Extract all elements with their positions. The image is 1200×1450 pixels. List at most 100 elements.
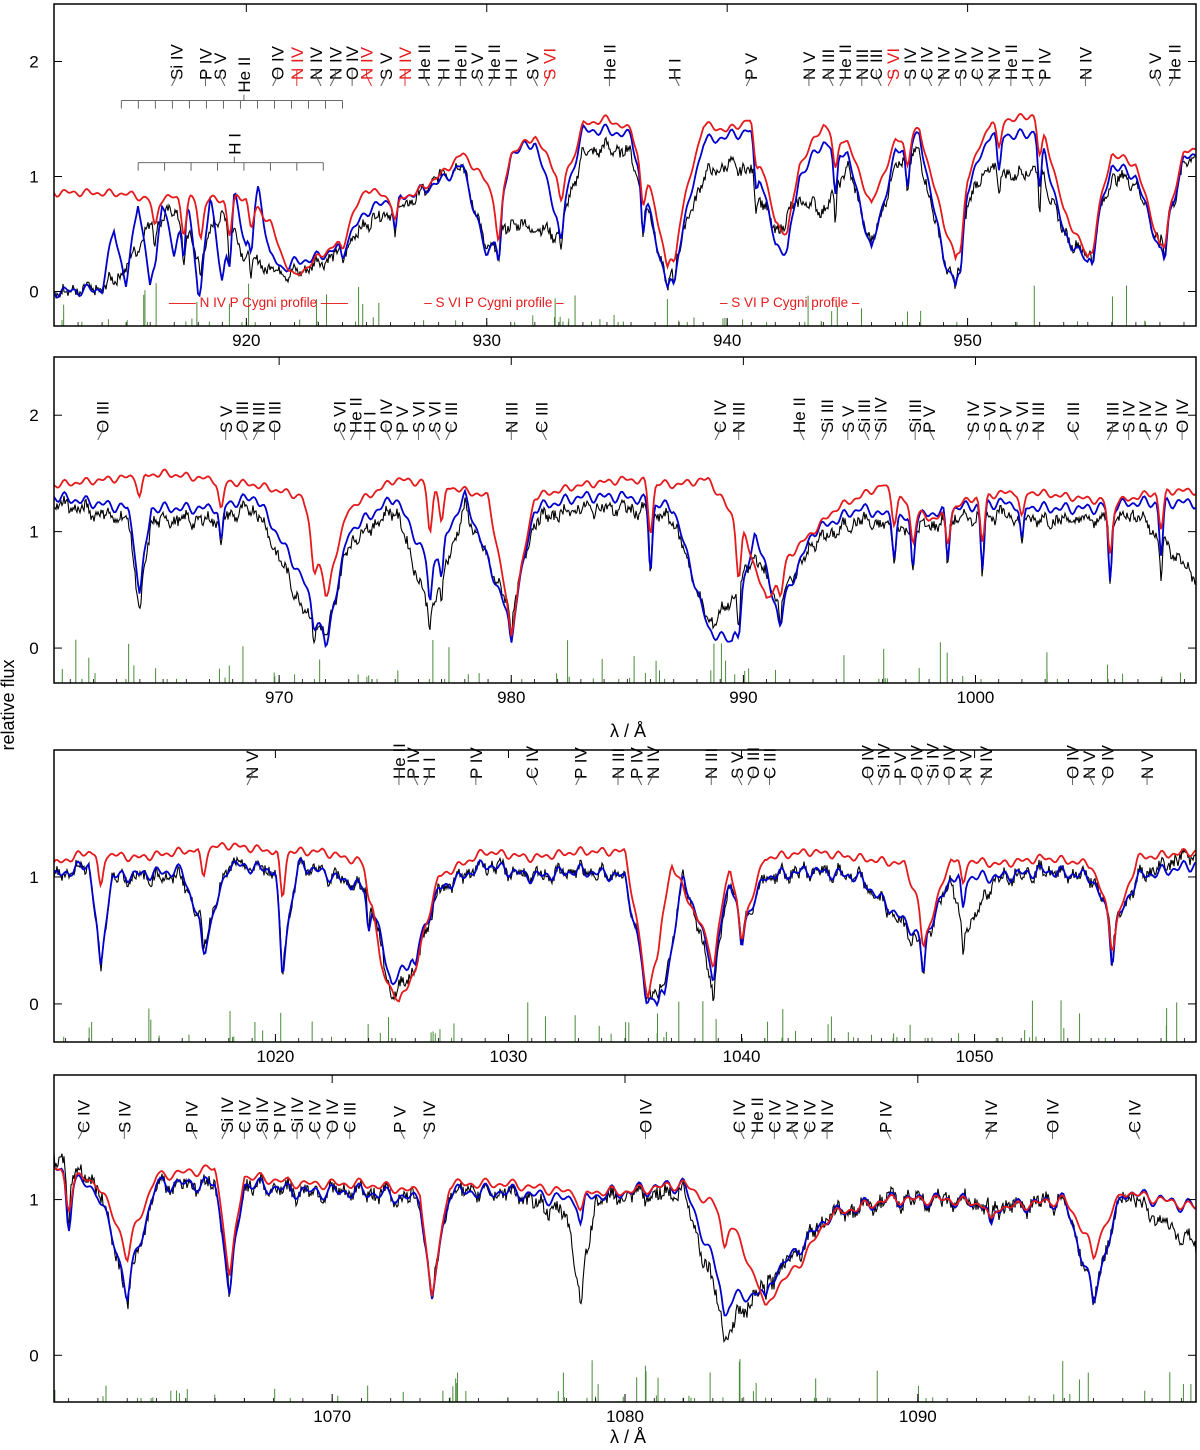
ion-label: S IV (115, 1100, 134, 1133)
model-red-spectrum-3 (54, 841, 1196, 1003)
ion-label: S V (377, 52, 396, 80)
ion-label: C IV (1126, 1099, 1145, 1133)
ion-label: S VI (331, 401, 350, 433)
series-comb (120, 94, 343, 109)
ion-label: N IV (396, 46, 415, 80)
ion-label: P V (920, 405, 939, 433)
ident-connector (1144, 429, 1151, 441)
ion-label: S VI (884, 48, 903, 80)
ion-label: P IV (877, 1101, 896, 1133)
ion-label: H I (502, 58, 521, 80)
ion-label: He II (451, 44, 470, 80)
ident-connector (219, 75, 226, 87)
ident-connector (738, 1128, 745, 1140)
ion-label: N V (800, 51, 819, 80)
ident-connector (412, 774, 419, 786)
line-list-3 (63, 1000, 1178, 1042)
ion-label: N III (819, 49, 838, 80)
ion-label: Si IV (871, 396, 890, 433)
y-tick-label: 1 (29, 868, 38, 887)
ident-connector (798, 429, 805, 441)
ion-label: C III (761, 748, 780, 779)
ident-connector (938, 75, 944, 87)
ion-label: Si IV (253, 1096, 272, 1133)
x-tick-label: 1080 (606, 1407, 644, 1426)
ion-label: C IV (74, 1099, 93, 1133)
ion-label: H I (1019, 58, 1038, 80)
ion-label: He II (790, 397, 809, 433)
ident-connector (314, 1128, 321, 1140)
ion-label: P V (997, 405, 1016, 433)
ident-connector (804, 1128, 810, 1140)
ion-label: O IV (1044, 1098, 1063, 1133)
ident-connector (915, 774, 922, 786)
ident-connector (745, 75, 752, 87)
x-tick-label: 1020 (256, 1047, 294, 1066)
ident-connector (1107, 429, 1113, 441)
x-tick-label: 1040 (723, 1047, 761, 1066)
ion-label: C III (532, 402, 551, 433)
x-tick-label: 930 (473, 331, 501, 350)
ion-label: N IV (644, 745, 663, 779)
ion-label: Si IV (288, 1096, 307, 1133)
ion-label: C IV (918, 46, 937, 80)
ion-label: H I (420, 757, 439, 779)
series-label: He II (235, 57, 254, 93)
panel-frame-1 (53, 3, 1197, 327)
ion-label: N III (249, 402, 268, 433)
model-blue-spectrum-3 (54, 857, 1196, 1008)
ident-connector (261, 1128, 268, 1140)
plot-area-3 (54, 841, 1196, 1042)
ident-connector (476, 75, 483, 87)
ident-connector (887, 75, 894, 87)
ident-connector (878, 774, 885, 786)
ion-label: N IV (307, 46, 326, 80)
ion-label: N V (956, 750, 975, 779)
ion-label: P IV (1036, 48, 1055, 80)
ion-label: S VI (426, 401, 445, 433)
ident-connector (396, 429, 403, 441)
ident-connector (927, 774, 934, 786)
ion-label: C III (442, 402, 461, 433)
ion-label: P IV (197, 48, 216, 80)
ident-connector (246, 774, 253, 786)
ident-connector (191, 1128, 198, 1140)
panel-frame-3 (53, 749, 1197, 1043)
ident-connector (791, 1128, 798, 1140)
ion-label: Si IV (168, 43, 187, 80)
ident-connector (636, 774, 643, 786)
ident-connector (885, 1128, 892, 1140)
ion-label: P IV (1136, 401, 1155, 433)
ident-connector (350, 429, 357, 441)
ion-label: N IV (358, 46, 377, 80)
ident-connector (241, 429, 248, 441)
ion-label: O IV (1064, 744, 1083, 779)
ion-label: S IV (901, 47, 920, 80)
ident-connector (980, 774, 987, 786)
ion-label: He II (748, 1097, 767, 1133)
ion-label: C IV (523, 745, 542, 779)
ion-label: H I (361, 411, 380, 433)
ion-label: C IV (801, 1099, 820, 1133)
ident-connector (988, 75, 995, 87)
y-tick-label: 2 (29, 406, 38, 425)
observed-spectrum-2 (54, 495, 1196, 645)
ion-label: He II (347, 397, 366, 433)
ion-label: N IV (982, 1099, 1001, 1133)
observed-spectrum-1 (54, 136, 1196, 299)
ion-label: H I (665, 58, 684, 80)
ion-label: O III (233, 401, 252, 433)
x-tick-label: 1070 (313, 1407, 351, 1426)
y-tick-label: 0 (29, 995, 38, 1014)
ion-label: O IV (377, 398, 396, 433)
ident-connector (445, 429, 452, 441)
ion-label: P V (391, 1105, 410, 1133)
ident-connector (866, 774, 873, 786)
ion-label: C III (1064, 402, 1083, 433)
ident-connector (274, 1128, 280, 1140)
ion-label: S V (217, 405, 236, 433)
ident-connector (171, 75, 178, 87)
ion-label: S V (523, 52, 542, 80)
